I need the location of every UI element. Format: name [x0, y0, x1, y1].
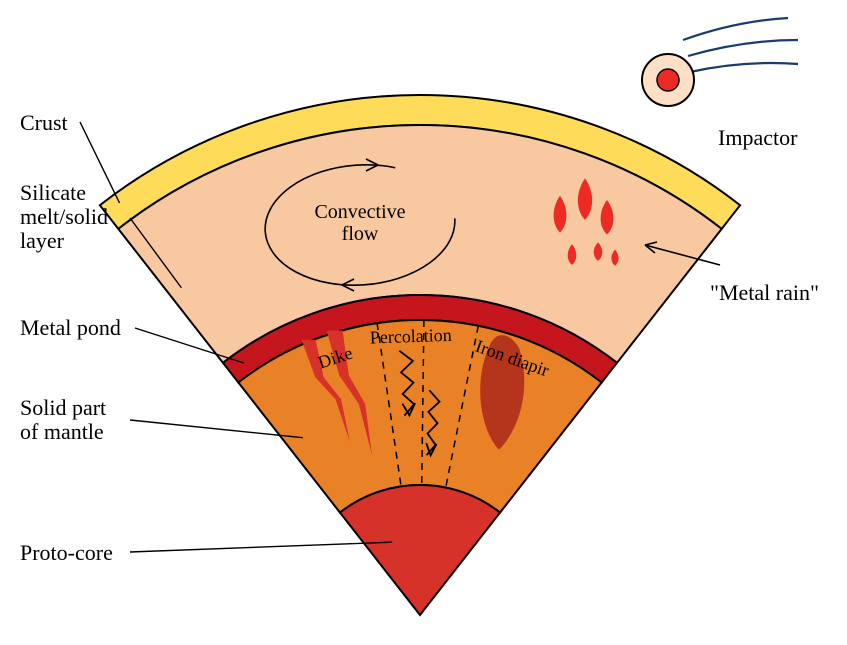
- label-metal-rain: "Metal rain": [710, 280, 819, 305]
- label-impactor: Impactor: [718, 125, 798, 150]
- label-metal-pond: Metal pond: [20, 315, 121, 340]
- label-silicate-melt: Silicatemelt/solidlayer: [20, 180, 108, 253]
- impactor-core: [657, 69, 679, 91]
- impactor-tail: [683, 18, 788, 40]
- label-crust: Crust: [20, 110, 68, 135]
- impactor-tail: [690, 63, 798, 72]
- leader-line: [130, 542, 392, 552]
- label-proto-core: Proto-core: [20, 540, 113, 565]
- label-percolation: Percolation: [369, 325, 452, 348]
- label-solid-part: Solid partof mantle: [20, 395, 106, 444]
- impactor-tail: [688, 40, 798, 56]
